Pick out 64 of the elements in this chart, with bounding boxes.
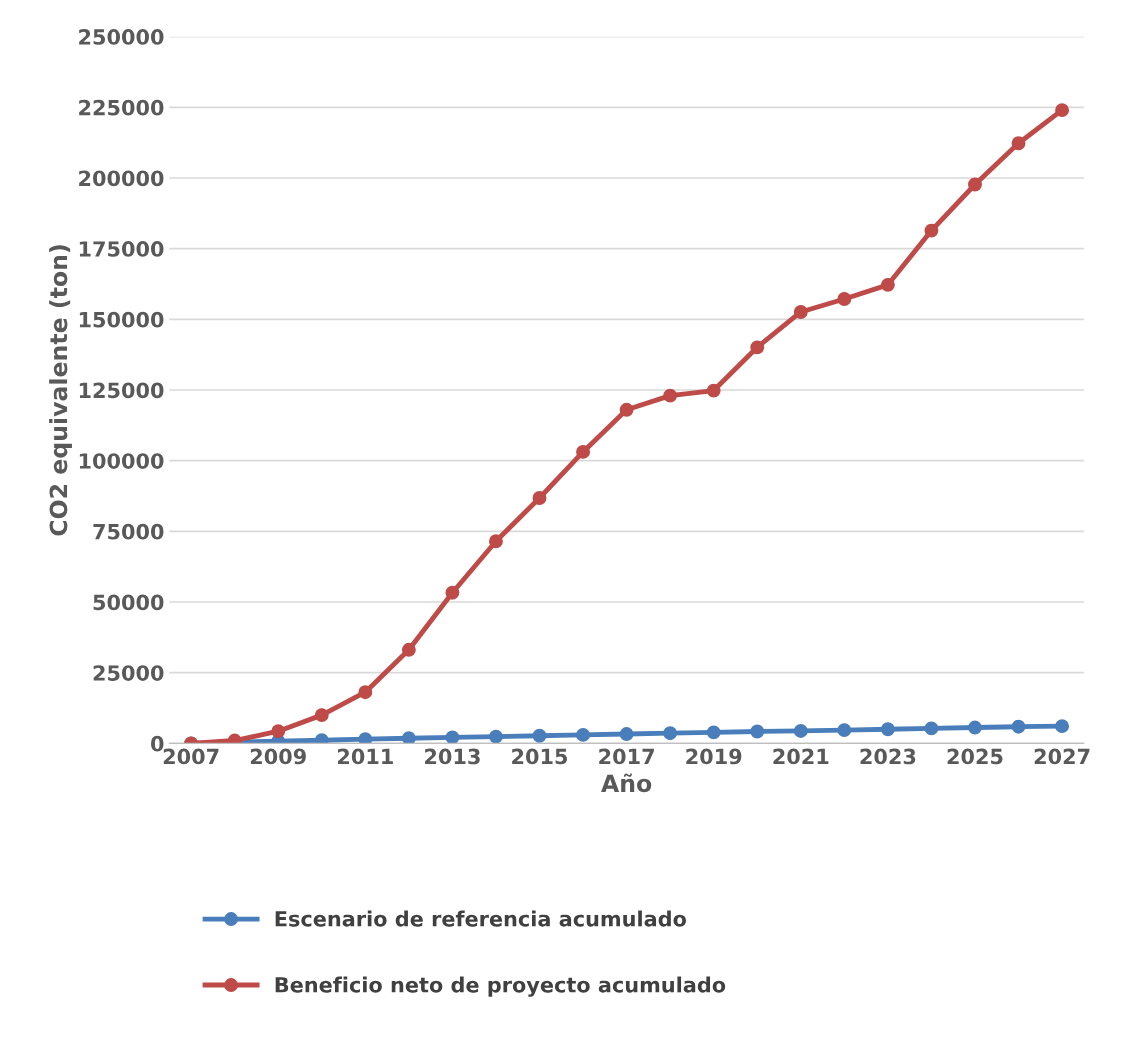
y-tick-label: 200000 — [79, 170, 164, 187]
point — [489, 534, 503, 549]
x-tick-label: 2013 — [425, 748, 480, 765]
point — [1055, 719, 1070, 734]
y-tick-label: 100000 — [79, 453, 164, 469]
point — [532, 728, 547, 743]
point — [663, 726, 678, 741]
point — [619, 727, 634, 741]
y-tick-label: 125000 — [79, 382, 164, 399]
point — [619, 402, 634, 417]
x-tick-label: 2023 — [860, 748, 916, 765]
point — [489, 729, 503, 744]
y-tick-label: 175000 — [79, 241, 164, 257]
point — [880, 722, 895, 737]
point — [1011, 136, 1026, 151]
x-axis-title: Año — [601, 773, 652, 793]
x-tick-label: 2021 — [773, 748, 829, 765]
point — [1011, 719, 1026, 734]
point — [314, 708, 329, 723]
legend-label: Escenario de referencia acumulado — [275, 910, 687, 927]
y-tick-label: 250000 — [79, 29, 164, 45]
y-tick-label: 0 — [150, 735, 164, 752]
point — [880, 277, 895, 292]
point — [314, 733, 329, 744]
point — [968, 177, 982, 192]
x-tick-label: 2019 — [686, 748, 742, 765]
point — [750, 724, 765, 739]
point — [837, 292, 852, 306]
point — [968, 720, 982, 735]
y-tick-label: 50000 — [93, 594, 164, 611]
point — [358, 685, 373, 700]
y-tick-label: 150000 — [79, 311, 164, 328]
point — [445, 585, 460, 600]
point — [576, 444, 590, 459]
point — [532, 491, 547, 505]
legend-label: Beneficio neto de proyecto acumulado — [275, 976, 726, 997]
point — [271, 724, 286, 739]
point — [1055, 103, 1070, 118]
point — [837, 723, 852, 738]
y-tick-label: 75000 — [93, 523, 164, 540]
point — [401, 642, 416, 657]
y-axis-title: CO2 equivalente (ton) — [49, 245, 72, 536]
x-tick-label: 2027 — [1034, 748, 1090, 765]
point — [924, 721, 939, 736]
point — [663, 388, 678, 403]
point — [924, 223, 939, 238]
point — [706, 383, 721, 398]
point — [445, 730, 460, 744]
point — [793, 723, 808, 738]
y-tick-label: 25000 — [93, 665, 164, 681]
point — [576, 727, 590, 742]
x-tick-label: 2011 — [337, 748, 393, 765]
x-tick-label: 2007 — [163, 748, 219, 765]
x-tick-label: 2009 — [250, 748, 306, 765]
x-tick-label: 2025 — [947, 748, 1003, 765]
point — [793, 305, 808, 319]
y-tick-label: 225000 — [79, 99, 164, 116]
point — [706, 725, 721, 740]
point — [227, 733, 242, 744]
x-tick-label: 2017 — [599, 748, 654, 765]
point — [401, 731, 416, 744]
x-tick-label: 2015 — [512, 748, 568, 765]
point — [358, 732, 373, 744]
point — [750, 340, 765, 355]
